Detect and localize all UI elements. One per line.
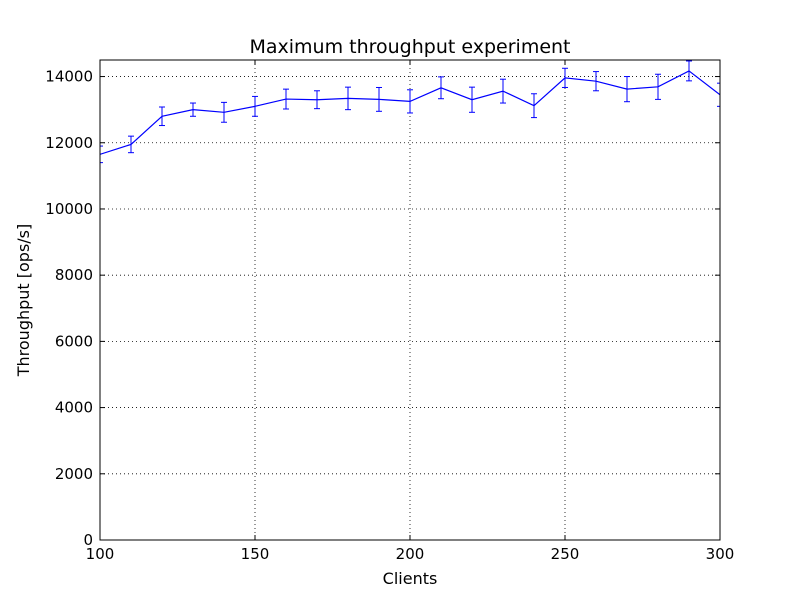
plot-frame <box>99 59 721 541</box>
grid <box>100 60 720 540</box>
y-tick-label: 8000 <box>55 266 93 284</box>
tick-labels: 100 150 200 250 300 0 2000 4000 6000 8000 10000 120… <box>45 68 734 563</box>
y-tick-label: 0 <box>83 531 93 549</box>
y-tick-label: 10000 <box>45 200 93 218</box>
x-axis-label: Clients <box>383 569 438 588</box>
y-tick-label: 2000 <box>55 465 93 483</box>
data-series <box>100 60 720 164</box>
y-axis-label: Throughput [ops/s] <box>14 224 33 378</box>
chart-title: Maximum throughput experiment <box>249 36 570 58</box>
x-tick-label: 100 <box>86 545 115 563</box>
y-tick-label: 6000 <box>55 332 93 350</box>
x-tick-label: 200 <box>396 545 425 563</box>
x-tick-label: 300 <box>706 545 735 563</box>
x-tick-label: 250 <box>551 545 580 563</box>
y-tick-label: 12000 <box>45 134 93 152</box>
y-tick-label: 14000 <box>45 68 93 86</box>
y-tick-label: 4000 <box>55 399 93 417</box>
x-tick-label: 150 <box>241 545 270 563</box>
